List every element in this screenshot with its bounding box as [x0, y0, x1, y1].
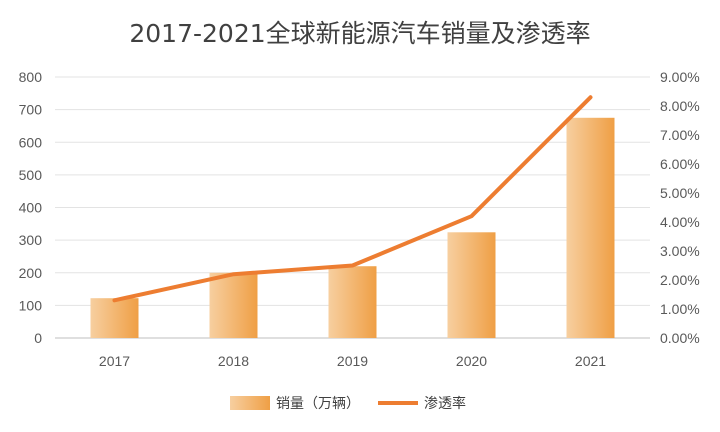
- bar: [447, 232, 496, 338]
- y-right-tick-label: 8.00%: [660, 98, 700, 114]
- x-tick-label: 2017: [99, 353, 130, 369]
- y-left-tick-label: 0: [34, 330, 42, 346]
- x-axis-ticks: 2017 2018 2019 2020 2021: [99, 353, 606, 369]
- y-right-tick-label: 4.00%: [660, 214, 700, 230]
- legend-bar-swatch: [230, 396, 270, 410]
- bar: [209, 272, 258, 338]
- legend: 销量（万辆） 渗透率: [230, 395, 466, 412]
- line-series: [112, 95, 593, 303]
- x-tick-label: 2021: [575, 353, 606, 369]
- bar: [90, 298, 139, 338]
- y-left-tick-label: 200: [19, 265, 43, 281]
- y-right-tick-label: 2.00%: [660, 272, 700, 288]
- y-left-tick-label: 300: [19, 232, 43, 248]
- x-tick-label: 2018: [218, 353, 249, 369]
- y-left-tick-label: 600: [19, 134, 43, 150]
- chart-title: 2017-2021全球新能源汽车销量及渗透率: [129, 19, 590, 48]
- y-left-tick-label: 700: [19, 102, 43, 118]
- y-right-tick-label: 6.00%: [660, 156, 700, 172]
- x-tick-label: 2020: [456, 353, 487, 369]
- y-left-tick-label: 100: [19, 297, 43, 313]
- bar: [566, 117, 615, 338]
- y-right-tick-label: 1.00%: [660, 301, 700, 317]
- y-right-tick-label: 9.00%: [660, 69, 700, 85]
- y-left-tick-label: 400: [19, 200, 43, 216]
- y-right-axis-ticks: 0.00% 1.00% 2.00% 3.00% 4.00% 5.00% 6.00% 7.00%…: [660, 69, 700, 346]
- y-right-tick-label: 7.00%: [660, 127, 700, 143]
- legend-bar-label: 销量（万辆）: [276, 396, 360, 412]
- y-right-tick-label: 5.00%: [660, 185, 700, 201]
- y-left-axis-ticks: 0 100 200 300 400 500 600 700 800: [19, 69, 43, 346]
- y-left-tick-label: 800: [19, 69, 43, 85]
- y-right-tick-label: 3.00%: [660, 243, 700, 259]
- bar: [328, 266, 377, 338]
- legend-line-label: 渗透率: [424, 395, 466, 412]
- y-right-tick-label: 0.00%: [660, 330, 700, 346]
- gridlines: [55, 76, 650, 339]
- y-left-tick-label: 500: [19, 167, 43, 183]
- bar-series: [90, 117, 615, 338]
- x-tick-label: 2019: [337, 353, 368, 369]
